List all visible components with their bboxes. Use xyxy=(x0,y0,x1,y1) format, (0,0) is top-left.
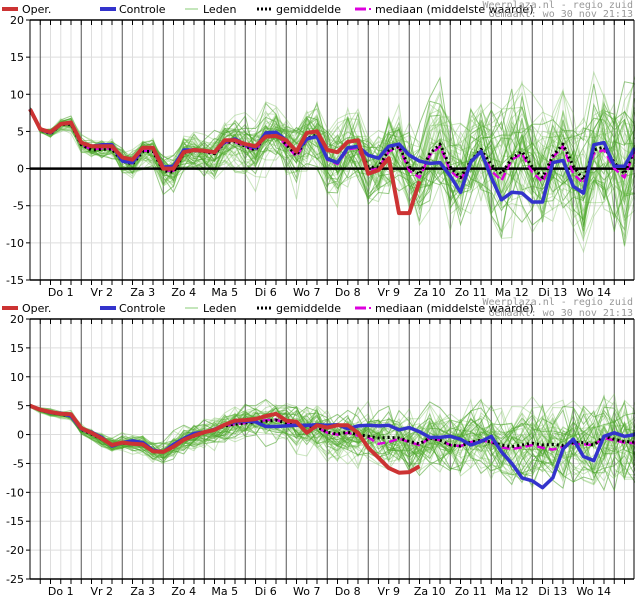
legend-gemiddelde-label: gemiddelde xyxy=(276,3,341,16)
x-tick-label: Ma 12 xyxy=(495,585,529,598)
legend-leden-label: Leden xyxy=(203,3,236,16)
x-tick-label: Vr 9 xyxy=(377,585,400,598)
x-tick-label: Wo 14 xyxy=(577,286,611,299)
y-tick-label: -10 xyxy=(6,486,24,499)
leden-line xyxy=(29,397,635,463)
legend-controle-label: Controle xyxy=(119,3,166,16)
x-tick-label: Di 6 xyxy=(255,286,277,299)
y-tick-label: 0 xyxy=(17,163,24,176)
x-tick-label: Zo 11 xyxy=(455,286,487,299)
y-tick-label: 20 xyxy=(10,313,24,326)
y-tick-label: 10 xyxy=(10,371,24,384)
legend-mediaan-label: mediaan (middelste waarde) xyxy=(375,3,533,16)
legend-leden-label: Leden xyxy=(203,302,236,315)
gemiddelde-line xyxy=(29,404,635,454)
x-tick-label: Do 8 xyxy=(335,286,361,299)
x-tick-label: Wo 7 xyxy=(293,585,320,598)
x-tick-label: Di 13 xyxy=(538,286,567,299)
legend-oper-label: Oper. xyxy=(22,3,51,16)
x-tick-label: Wo 14 xyxy=(577,585,611,598)
leden-line xyxy=(29,111,635,222)
y-tick-label: -10 xyxy=(6,237,24,250)
x-tick-label: Za 10 xyxy=(414,585,446,598)
x-tick-label: Zo 4 xyxy=(171,585,196,598)
legend-oper-label: Oper. xyxy=(22,302,51,315)
leden-line xyxy=(29,107,635,213)
leden-line xyxy=(29,404,635,477)
leden-line xyxy=(29,101,635,197)
chart-panel-1: -15 -10 -5 0 5 10 15 20 Do 1 Vr 2 Za 3 Zo 4 Ma 5 Di 6… xyxy=(2,0,635,299)
y-tick-label: -25 xyxy=(6,573,24,586)
leden-line xyxy=(29,91,635,240)
x-tick-label: Di 13 xyxy=(538,585,567,598)
leden-line xyxy=(29,108,635,209)
chart-panel-2: -25 -20 -15 -10 -5 0 5 10 15 20 Do 1 Vr 2 Za 3 Zo 4 Ma… xyxy=(2,297,635,598)
x-tick-label: Ma 5 xyxy=(211,585,238,598)
y-tick-label: -15 xyxy=(6,274,24,287)
x-tick-label: Ma 5 xyxy=(211,286,238,299)
leden-line xyxy=(29,101,635,247)
x-tick-label: Ma 12 xyxy=(495,286,529,299)
leden-line xyxy=(29,404,635,489)
leden-line xyxy=(29,96,635,232)
x-tick-label: Do 1 xyxy=(48,286,74,299)
y-tick-label: 20 xyxy=(10,14,24,27)
oper-line xyxy=(28,108,422,216)
leden-line xyxy=(29,405,635,486)
legend-mediaan-label: mediaan (middelste waarde) xyxy=(375,302,533,315)
source-label: Weerplaza.nl - regio zuid xyxy=(482,297,633,308)
x-tick-label: Zo 11 xyxy=(455,585,487,598)
x-tick-label: Vr 9 xyxy=(377,286,400,299)
source-label: Weerplaza.nl - regio zuid xyxy=(482,0,633,11)
x-tick-label: Za 10 xyxy=(414,286,446,299)
made-timestamp: Gemaakt: wo 30 nov 21:13 xyxy=(489,9,634,20)
x-tick-label: Za 3 xyxy=(130,585,155,598)
x-tick-label: Za 3 xyxy=(130,286,155,299)
y-tick-label: 5 xyxy=(17,125,24,138)
x-tick-label: Di 6 xyxy=(255,585,277,598)
controle-line xyxy=(28,108,635,204)
y-tick-label: -15 xyxy=(6,515,24,528)
made-timestamp: Gemaakt: wo 30 nov 21:13 xyxy=(489,308,634,319)
y-tick-label: -20 xyxy=(6,544,24,557)
x-tick-label: Do 1 xyxy=(48,585,74,598)
y-tick-label: 10 xyxy=(10,88,24,101)
leden-line xyxy=(29,403,635,481)
x-tick-label: Wo 7 xyxy=(293,286,320,299)
x-tick-label: Do 8 xyxy=(335,585,361,598)
leden-line xyxy=(29,404,635,490)
oper-line xyxy=(29,403,421,475)
y-tick-label: -5 xyxy=(13,200,24,213)
y-tick-label: 0 xyxy=(17,429,24,442)
x-tick-label: Zo 4 xyxy=(171,286,196,299)
leden-line xyxy=(29,405,635,481)
legend-controle-label: Controle xyxy=(119,302,166,315)
y-tick-label: 15 xyxy=(10,342,24,355)
x-tick-label: Vr 2 xyxy=(90,286,113,299)
leden-line xyxy=(29,405,635,479)
y-tick-label: 5 xyxy=(17,400,24,413)
y-tick-label: -5 xyxy=(13,457,24,470)
legend-gemiddelde-label: gemiddelde xyxy=(276,302,341,315)
y-tick-label: 15 xyxy=(10,51,24,64)
leden-line xyxy=(29,98,635,238)
x-tick-label: Vr 2 xyxy=(90,585,113,598)
